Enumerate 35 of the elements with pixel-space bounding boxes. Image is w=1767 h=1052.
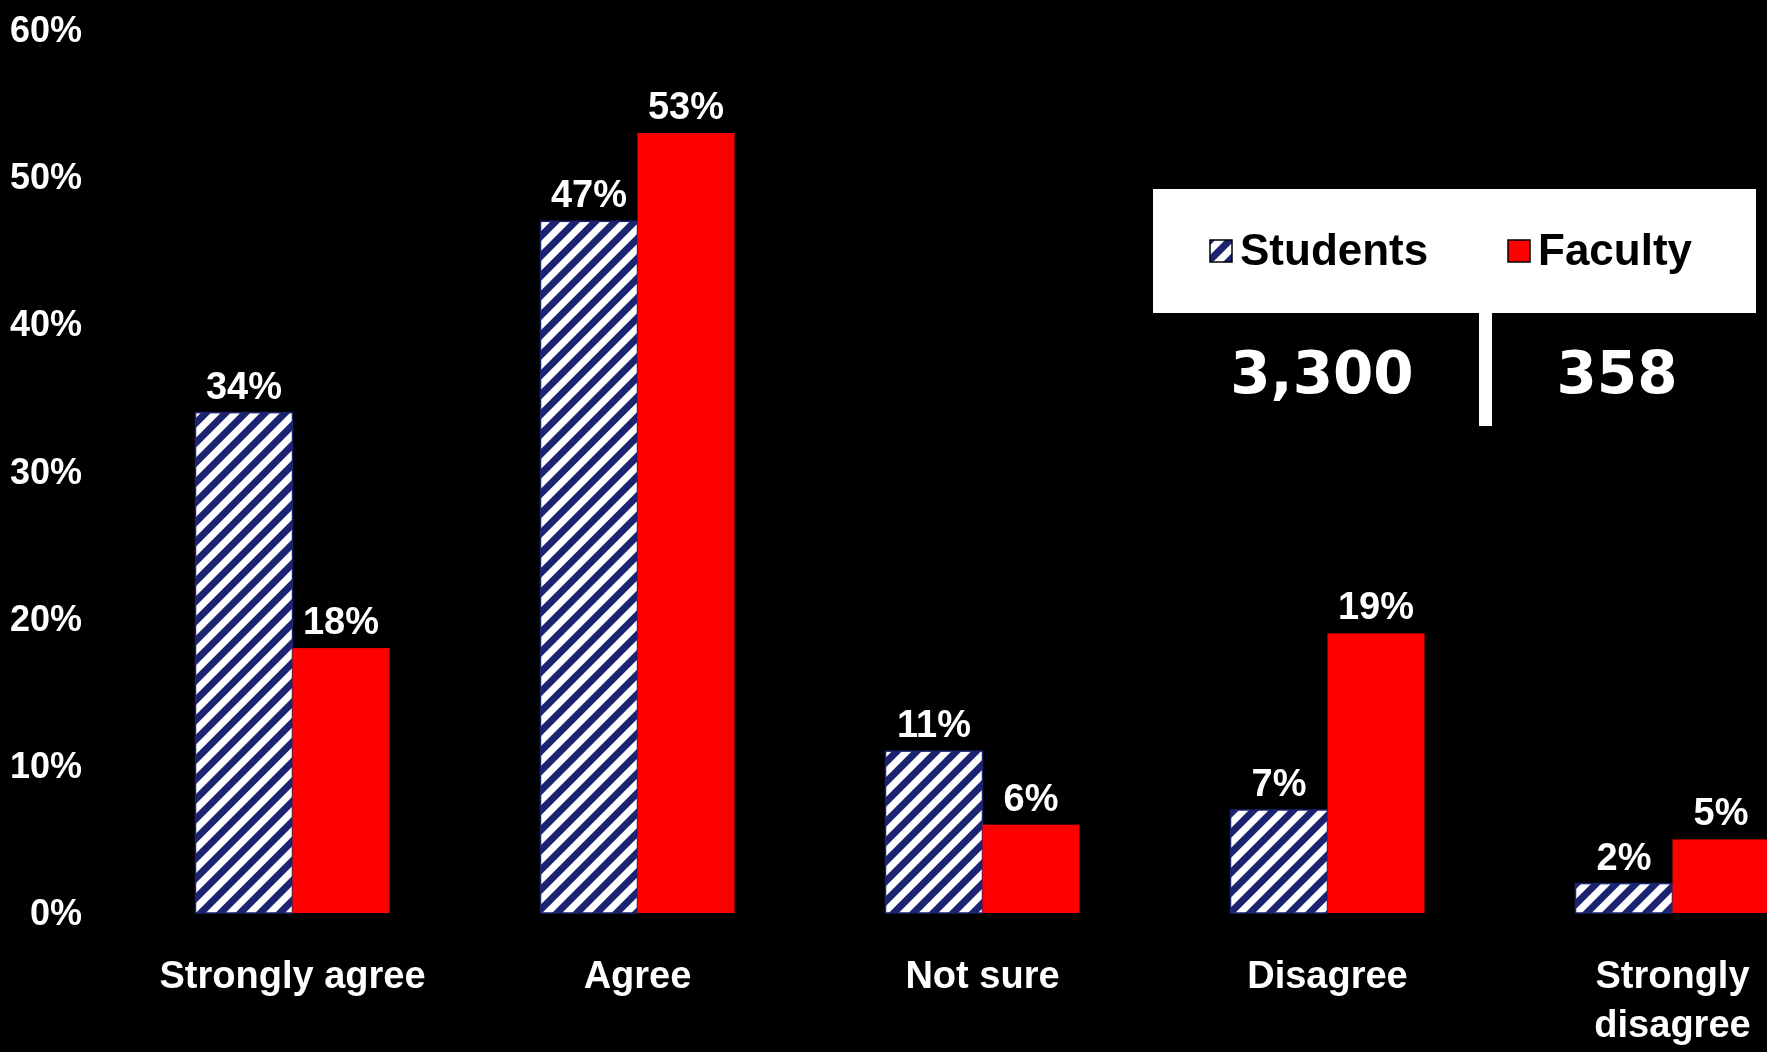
bar: [539, 220, 639, 914]
data-label: 6%: [1003, 776, 1059, 819]
data-label: 19%: [1337, 585, 1415, 628]
annotation: 3,300: [1230, 339, 1414, 407]
bar: [884, 750, 984, 914]
data-label: 7%: [1251, 761, 1307, 804]
y-tick-label: 30%: [9, 450, 82, 492]
y-tick-label: 40%: [9, 303, 82, 345]
bar: [637, 133, 735, 913]
data-label: 47%: [550, 173, 628, 216]
data-label: 5%: [1693, 791, 1749, 834]
y-tick-label: 20%: [9, 597, 82, 639]
x-tick-label: Agree: [583, 954, 692, 996]
y-tick-label: 10%: [9, 744, 82, 786]
bar: [292, 648, 390, 913]
legend-label: Faculty: [1538, 225, 1693, 274]
data-label: 2%: [1596, 835, 1652, 878]
bar: [982, 824, 1080, 913]
data-label: 18%: [302, 600, 380, 643]
x-tick-label: Not sure: [905, 954, 1060, 996]
bar: [1229, 809, 1329, 914]
y-tick-label: 60%: [9, 9, 82, 50]
y-tick-label: 50%: [9, 156, 82, 198]
bar: [1327, 633, 1425, 913]
bar: [1574, 882, 1674, 914]
data-label: 11%: [897, 703, 971, 746]
legend-label: Students: [1240, 225, 1429, 274]
data-label: 34%: [205, 364, 283, 407]
x-tick-label: Strongly disagree: [1594, 954, 1751, 1045]
x-tick-label: Strongly agree: [159, 954, 426, 996]
data-label: 53%: [647, 85, 725, 128]
bar: [194, 411, 294, 914]
x-tick-label: Disagree: [1247, 954, 1408, 996]
annotation: 358: [1556, 339, 1678, 407]
y-tick-label: 0%: [29, 892, 82, 933]
